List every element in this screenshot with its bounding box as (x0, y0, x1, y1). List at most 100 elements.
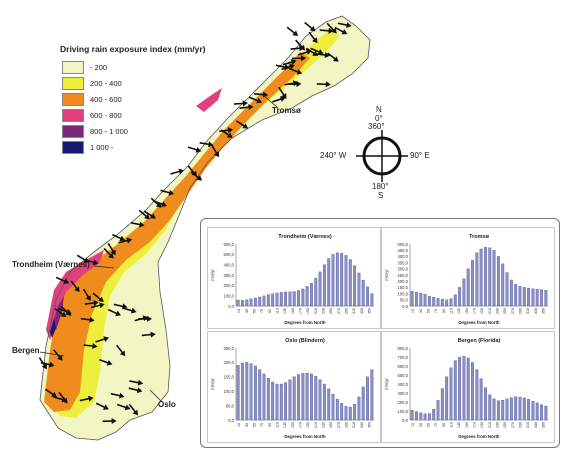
x-tick-label: 50 (252, 309, 256, 313)
x-tick-label: 90 (442, 423, 446, 427)
wind-arrow-head (256, 97, 263, 104)
x-tick-label: 110 (275, 422, 279, 428)
wind-arrow-head (92, 343, 98, 349)
chart-bergen: Bergen (Florida) 0,0 100,0 200,0 300,0 400,0 5… (381, 331, 555, 443)
x-tick-label: 210 (488, 308, 492, 314)
wind-arrow-head (281, 93, 287, 99)
chart-bar (436, 400, 440, 421)
wind-arrow-head (124, 404, 131, 411)
x-tick-label: 130 (283, 422, 287, 428)
legend-swatch (62, 108, 84, 122)
y-tick-label: 700,0 (398, 355, 409, 360)
chart-bar (458, 356, 462, 421)
chart-bar (440, 388, 444, 421)
y-tick-label: 600,0 (224, 242, 235, 247)
city-label-trondheim: Trondheim (Værnes) (12, 260, 90, 269)
x-tick-label: 330 (534, 308, 538, 314)
y-tick-label: 50,0 (226, 403, 235, 408)
y-tick-label: 100,0 (224, 293, 235, 298)
x-tick-label: 170 (298, 422, 302, 428)
leader-bergen (39, 351, 65, 357)
compass-w: 240° W (320, 151, 347, 160)
chart-bar (314, 376, 318, 421)
wind-arrow-head (130, 307, 137, 314)
x-tick-label: 350 (367, 422, 371, 428)
y-tick-label: 0,0 (228, 304, 234, 309)
legend-item: 600 - 800 (62, 107, 205, 123)
chart-bar (496, 400, 500, 421)
x-tick-label: 30 (245, 423, 249, 427)
chart-bar (322, 264, 326, 307)
y-tick-label: 600,0 (398, 364, 409, 369)
chart-bar (357, 396, 361, 421)
legend-item: - 200 (62, 59, 205, 75)
x-tick-label: 310 (526, 308, 530, 314)
x-tick-label: 350 (541, 422, 545, 428)
wind-arrow-head (98, 296, 104, 303)
chart-bar (415, 411, 418, 421)
chart-bar (344, 406, 348, 421)
chart-bar (284, 291, 288, 307)
x-tick-label: 30 (419, 423, 423, 427)
x-tick-label: 330 (360, 308, 364, 314)
wind-arrow-head (89, 316, 95, 323)
x-tick-label: 310 (526, 422, 530, 428)
y-tick-label: 200,0 (398, 400, 409, 405)
chart-bar (266, 378, 270, 421)
chart-bar (292, 291, 296, 307)
chart-bar (253, 365, 257, 421)
wind-arrow-head (317, 49, 324, 55)
x-tick-label: 290 (344, 308, 348, 314)
y-tick-label: 400,0 (398, 382, 409, 387)
chart-bar (427, 295, 431, 307)
wind-arrow-head (292, 30, 299, 36)
chart-bar (419, 292, 423, 307)
compass-n-degrees: 0° (375, 114, 383, 123)
chart-svg: Oslo (Blindern) 0,0 50,0 100,0 150,0 200,0 250… (210, 338, 374, 439)
chart-bar (249, 298, 253, 307)
x-tick-label: 130 (457, 308, 461, 314)
legend-item: 400 - 600 (62, 91, 205, 107)
x-tick-label: 270 (511, 308, 515, 314)
chart-bar (361, 386, 365, 421)
wind-arrow-head (325, 81, 331, 88)
x-axis-label: Degrees from North (284, 434, 326, 439)
wind-arrow-head (309, 25, 316, 32)
wind-arrow-head (331, 27, 337, 34)
chart-bar (301, 373, 305, 421)
leader-trondheim (93, 265, 115, 269)
chart-bar (540, 289, 543, 307)
compass-n-360: 360° (368, 122, 385, 131)
wind-arrow-head (85, 295, 91, 302)
chart-title: Bergen (Florida) (458, 338, 501, 344)
chart-bar (540, 404, 543, 421)
x-tick-label: 110 (449, 422, 453, 428)
wind-arrow-head (289, 63, 295, 70)
legend-label: 400 - 600 (90, 94, 122, 104)
y-tick-label: 50,0 (400, 298, 409, 303)
charts-panel: Trondheim (Værnes) 0,0 100,0 200,0 30 0,0 400,… (200, 218, 560, 448)
chart-bar (445, 376, 449, 421)
y-tick-label: 0,0 (402, 304, 408, 309)
y-tick-label: 200,0 (398, 279, 409, 284)
x-tick-label: 150 (291, 308, 295, 314)
chart-bar (484, 387, 487, 421)
x-tick-label: 330 (534, 422, 538, 428)
wind-arrow-head (242, 123, 249, 129)
wind-arrow-head (60, 311, 67, 318)
chart-bar (327, 388, 331, 421)
x-tick-label: 250 (329, 422, 333, 428)
y-tick-label: 250,0 (224, 346, 235, 351)
chart-bar (370, 369, 374, 421)
wind-arrow-head (110, 249, 116, 256)
wind-arrow-head (103, 336, 109, 342)
x-tick-label: 110 (275, 308, 279, 314)
chart-bar (271, 293, 275, 307)
wind-arrow-head (65, 310, 72, 316)
wind-arrow-head (63, 278, 70, 284)
chart-bar (305, 286, 309, 307)
chart-bar (284, 382, 288, 421)
chart-title: Trondheim (Værnes) (278, 234, 332, 240)
wind-arrow-head (102, 404, 109, 410)
legend-swatch (62, 124, 84, 138)
